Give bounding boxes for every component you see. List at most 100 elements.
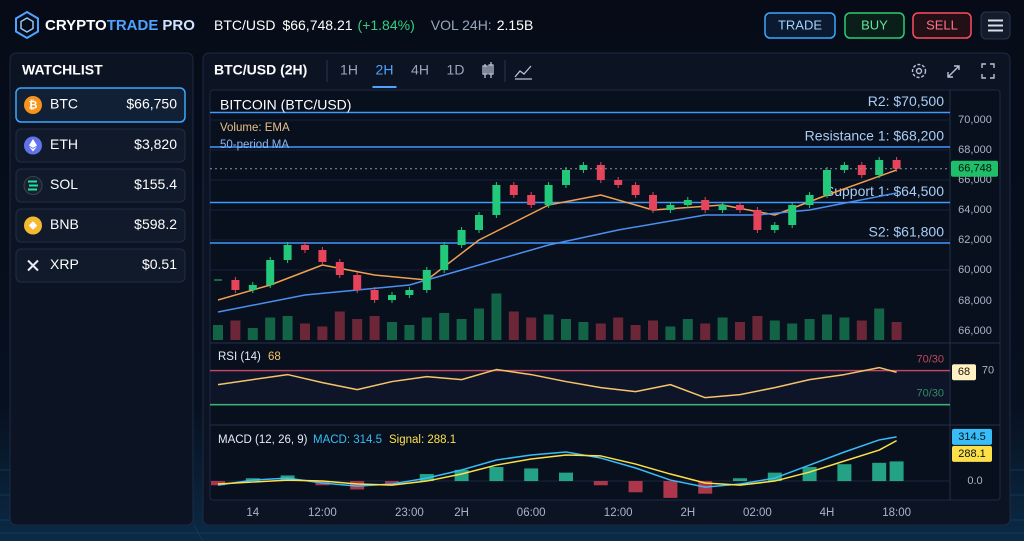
histogram-bar — [385, 481, 399, 484]
volume-bar — [665, 326, 676, 340]
trade-button[interactable]: TRADE — [764, 12, 836, 39]
histogram-bar — [524, 468, 539, 482]
histogram-bar — [767, 472, 782, 482]
settings-button[interactable] — [911, 63, 927, 79]
volume-bar — [804, 319, 815, 340]
histogram-bar — [350, 481, 365, 490]
value-tag — [952, 445, 992, 462]
level-label: R2: $70,500 — [868, 93, 944, 109]
volume-bar — [717, 317, 728, 340]
watchlist-row[interactable]: ₿ BTC $66,750 — [15, 87, 186, 123]
level-label: 70/30 — [916, 388, 944, 400]
watchlist-row[interactable]: BNB $598.2 — [15, 208, 186, 243]
candle-type-button[interactable] — [482, 62, 494, 78]
y-tick-label: 68,000 — [958, 144, 992, 156]
floor-grid — [0, 469, 1024, 541]
candle — [579, 165, 588, 170]
price[interactable]: $66,750 — [126, 96, 177, 112]
level-label: Resistance 1: $68,200 — [805, 128, 945, 144]
candle — [614, 180, 623, 185]
timeframe-button[interactable]: 1D — [447, 62, 465, 78]
fullscreen-button[interactable] — [981, 63, 995, 79]
volume-bar — [839, 317, 850, 340]
legend-entry: MACD: 314.5 — [313, 434, 382, 446]
volume-bar — [700, 323, 711, 340]
y-tick-label: 70 — [982, 364, 994, 376]
candle — [475, 214, 483, 230]
candle — [370, 289, 379, 300]
rsi-line — [217, 366, 897, 399]
y-tick-label: 0.0 — [967, 475, 982, 487]
buy-button[interactable]: BUY — [844, 12, 905, 39]
candle — [405, 289, 414, 296]
svg-text:₿: ₿ — [29, 99, 38, 111]
chart-panel-title: BTC/USD (2H) — [214, 62, 307, 78]
level-label: 70/30 — [916, 353, 944, 365]
price[interactable]: $0.51 — [142, 256, 177, 272]
histogram-bar — [889, 461, 904, 482]
histogram-bar — [837, 464, 852, 482]
legend-entry: Volume: EMA — [220, 122, 290, 134]
volume: 2.15B — [497, 17, 534, 33]
watchlist-row[interactable]: XRP $0.51 — [15, 248, 186, 283]
x-tick-label: 4H — [820, 507, 835, 519]
watchlist-panel — [9, 52, 194, 526]
candle — [248, 285, 257, 290]
menu-button[interactable] — [980, 11, 1011, 40]
y-tick-label: 66,000 — [958, 325, 992, 337]
price: $66,748.21 — [282, 17, 352, 33]
price[interactable]: $3,820 — [134, 136, 177, 152]
volume-bar — [752, 316, 763, 340]
candle — [857, 165, 866, 176]
button-label[interactable]: BUY — [861, 17, 888, 32]
chart-title: BITCOIN (BTC/USD) — [220, 97, 351, 113]
timeframe-button[interactable]: 4H — [411, 62, 429, 78]
candle — [840, 165, 849, 170]
candle — [440, 244, 449, 270]
x-tick-label: 12:00 — [604, 507, 633, 519]
sell-button[interactable]: SELL — [912, 12, 972, 39]
volume-bar — [787, 323, 798, 340]
volume-bar — [874, 308, 885, 340]
price[interactable]: $155.4 — [134, 176, 177, 192]
button-label[interactable]: TRADE — [778, 17, 822, 32]
candle — [683, 199, 692, 206]
candle — [770, 225, 779, 230]
candle — [701, 199, 710, 210]
symbol[interactable]: ETH — [50, 136, 78, 152]
candle — [596, 165, 605, 180]
volume-bar — [822, 314, 832, 340]
symbol[interactable]: SOL — [50, 176, 78, 192]
x-tick-label: 14 — [246, 507, 259, 519]
candle — [753, 210, 762, 230]
y-tick-label: 64,000 — [958, 204, 992, 216]
candle — [335, 262, 344, 275]
line-type-button[interactable] — [514, 65, 532, 80]
volume-bar — [387, 322, 397, 340]
volume-bar — [630, 325, 641, 340]
brand-part: PRO — [162, 17, 195, 34]
level-label: Support 1: $64,500 — [825, 183, 944, 199]
symbol[interactable]: BNB — [50, 216, 79, 232]
timeframe-button[interactable]: 1H — [340, 62, 358, 78]
expand-button[interactable] — [947, 65, 960, 78]
price[interactable]: $598.2 — [134, 216, 177, 232]
candle — [231, 280, 240, 290]
watchlist-row[interactable]: SOL $155.4 — [15, 168, 186, 203]
volume-label: VOL 24H: — [431, 17, 492, 33]
timeframe-button[interactable]: 2H — [376, 62, 394, 78]
volume-bar — [265, 317, 276, 340]
watchlist-row[interactable]: ETH $3,820 — [15, 128, 186, 163]
legend-entry: Signal: 288.1 — [389, 434, 456, 446]
value-tag — [952, 364, 976, 381]
candle — [422, 270, 431, 290]
y-tick-label: 66,000 — [958, 174, 992, 186]
rsi-band — [210, 370, 950, 405]
button-label[interactable]: SELL — [926, 17, 958, 32]
volume-bar — [456, 319, 467, 340]
symbol[interactable]: XRP — [50, 256, 79, 272]
candle — [631, 184, 640, 195]
histogram-bar — [733, 478, 747, 482]
symbol[interactable]: BTC — [50, 96, 78, 112]
